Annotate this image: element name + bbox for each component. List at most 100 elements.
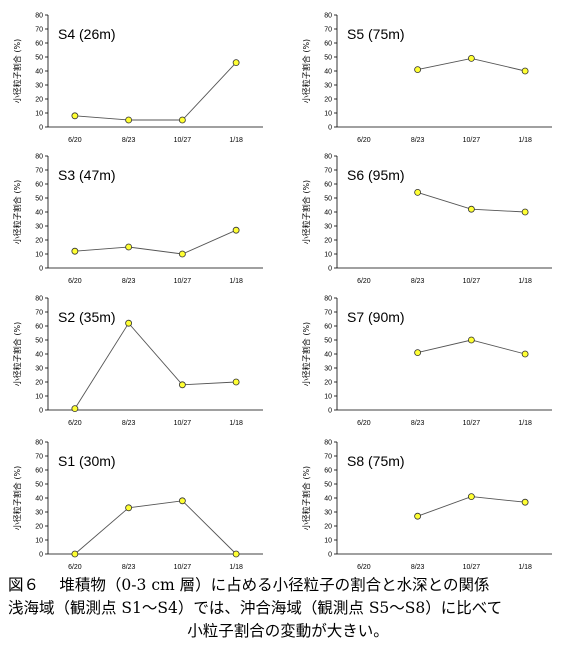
- x-tick-label: 10/27: [463, 564, 481, 570]
- y-tick-label: 20: [324, 380, 332, 387]
- y-tick-label: 60: [35, 324, 43, 331]
- data-point: [414, 512, 422, 520]
- y-tick-label: 20: [35, 524, 43, 531]
- y-tick-label: 10: [324, 252, 332, 259]
- x-tick-label: 10/27: [463, 278, 481, 285]
- x-tick-label: 6/20: [357, 564, 371, 570]
- y-tick-label: 0: [39, 552, 43, 559]
- data-point: [467, 336, 475, 344]
- y-tick-label: 70: [324, 454, 332, 461]
- y-tick-label: 10: [324, 538, 332, 545]
- data-point: [467, 493, 475, 501]
- y-tick-label: 0: [39, 408, 43, 415]
- y-tick-label: 50: [324, 196, 332, 203]
- chart-panel-8: 0 10 20 30 40 50 60 70 80 6/20 8/23 10/27 1/18 小径粒子割合…: [301, 440, 552, 570]
- y-tick-label: 50: [35, 482, 43, 489]
- data-point: [232, 226, 240, 234]
- y-tick-label: 40: [324, 210, 332, 217]
- chart-title: S6 (95m): [347, 167, 405, 183]
- y-tick-label: 50: [35, 196, 43, 203]
- series-line: [74, 500, 237, 555]
- data-point: [467, 205, 475, 213]
- y-tick-label: 50: [324, 482, 332, 489]
- y-tick-label: 80: [324, 296, 332, 303]
- series-line: [74, 62, 237, 121]
- y-tick-label: 50: [324, 338, 332, 345]
- x-tick-label: 10/27: [174, 564, 192, 570]
- y-axis-label: 小径粒子割合 (%): [12, 39, 22, 103]
- y-tick-label: 10: [324, 394, 332, 401]
- y-tick-label: 40: [324, 352, 332, 359]
- data-point: [71, 247, 79, 255]
- y-axis-label: 小径粒子割合 (%): [301, 466, 311, 530]
- y-axis-label: 小径粒子割合 (%): [301, 180, 311, 244]
- y-tick-label: 40: [324, 496, 332, 503]
- data-point: [232, 378, 240, 386]
- y-tick-label: 60: [324, 41, 332, 48]
- x-tick-label: 1/18: [518, 564, 532, 570]
- y-tick-label: 70: [35, 27, 43, 34]
- y-tick-label: 20: [35, 97, 43, 104]
- data-point: [521, 67, 529, 75]
- y-tick-label: 70: [324, 27, 332, 34]
- data-point: [232, 550, 240, 558]
- data-point: [178, 497, 186, 505]
- y-tick-label: 80: [35, 440, 43, 447]
- y-axis-label: 小径粒子割合 (%): [301, 39, 311, 103]
- data-point: [125, 116, 133, 124]
- y-tick-label: 60: [35, 41, 43, 48]
- y-tick-label: 30: [324, 510, 332, 517]
- series-line: [74, 229, 237, 255]
- data-point: [521, 498, 529, 506]
- x-tick-label: 1/18: [518, 420, 532, 427]
- chart-title: S2 (35m): [58, 309, 116, 325]
- x-tick-label: 6/20: [357, 137, 371, 144]
- x-tick-label: 8/23: [411, 420, 425, 427]
- data-point: [414, 66, 422, 73]
- y-tick-label: 40: [35, 352, 43, 359]
- y-tick-label: 70: [35, 310, 43, 317]
- x-tick-label: 6/20: [68, 420, 82, 427]
- chart-panel-3: 0 10 20 30 40 50 60 70 80 6/20 8/23 10/27 1/18 小径粒子割合…: [12, 154, 263, 285]
- y-tick-label: 60: [35, 182, 43, 189]
- y-tick-label: 50: [35, 338, 43, 345]
- y-tick-label: 70: [324, 168, 332, 175]
- y-tick-label: 20: [324, 524, 332, 531]
- x-tick-label: 10/27: [174, 420, 192, 427]
- y-tick-label: 40: [35, 496, 43, 503]
- data-point: [521, 350, 529, 358]
- y-tick-label: 10: [35, 111, 43, 118]
- chart-panel-2: 0 10 20 30 40 50 60 70 80 6/20 8/23 10/27 1/18 小径粒子割合…: [301, 13, 552, 144]
- caption-line-1: 図６ 堆積物（0-3 cm 層）に占める小径粒子の割合と水深との関係: [8, 576, 490, 594]
- y-tick-label: 40: [35, 69, 43, 76]
- x-tick-label: 10/27: [174, 278, 192, 285]
- y-tick-label: 30: [324, 224, 332, 231]
- chart-panel-5: 0 10 20 30 40 50 60 70 80 6/20 8/23 10/27 1/18 小径粒子割合…: [12, 296, 263, 427]
- data-point: [414, 349, 422, 357]
- x-tick-label: 6/20: [68, 564, 82, 570]
- data-point: [232, 59, 240, 66]
- data-point: [71, 550, 79, 558]
- chart-grid: 0 10 20 30 40 50 60 70 80 6/20 8/23 10/27 1/18 小径粒子割合…: [12, 13, 552, 570]
- chart-title: S5 (75m): [347, 26, 405, 42]
- x-tick-label: 6/20: [357, 278, 371, 285]
- y-tick-label: 10: [324, 111, 332, 118]
- data-point: [467, 55, 475, 62]
- y-tick-label: 50: [35, 55, 43, 62]
- y-tick-label: 30: [35, 224, 43, 231]
- y-tick-label: 60: [35, 468, 43, 475]
- y-tick-label: 70: [324, 310, 332, 317]
- y-tick-label: 0: [328, 266, 332, 273]
- y-tick-label: 80: [324, 154, 332, 161]
- y-tick-label: 30: [324, 366, 332, 373]
- y-tick-label: 80: [35, 154, 43, 161]
- x-tick-label: 1/18: [229, 137, 243, 144]
- chart-title: S1 (30m): [58, 453, 116, 469]
- x-tick-label: 8/23: [122, 278, 136, 285]
- data-point: [178, 250, 186, 258]
- data-point: [125, 243, 133, 251]
- x-tick-label: 6/20: [68, 278, 82, 285]
- data-point: [521, 208, 529, 216]
- caption-line-2: 浅海域（観測点 S1〜S4）では、沖合海域（観測点 S5〜S8）に比べて: [8, 599, 503, 617]
- y-tick-label: 30: [35, 510, 43, 517]
